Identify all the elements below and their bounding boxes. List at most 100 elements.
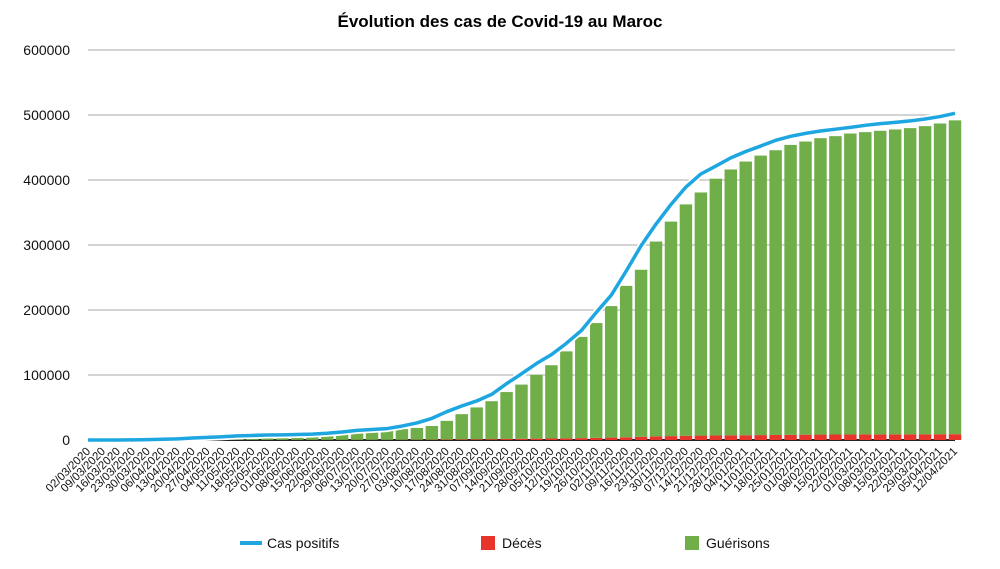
lines — [87, 109, 956, 444]
bar-deces — [918, 434, 932, 440]
legend-label-guerisons: Guérisons — [706, 535, 770, 551]
bar-guerisons — [649, 241, 663, 437]
legend: Cas positifs Décès Guérisons — [240, 535, 770, 551]
bar-guerisons — [888, 129, 902, 435]
y-tick-label: 500000 — [23, 107, 70, 123]
legend-swatch-guerisons — [685, 536, 699, 550]
bar-deces — [948, 434, 962, 440]
bar-guerisons — [380, 430, 394, 440]
bar-guerisons — [604, 306, 618, 438]
bar-guerisons — [933, 123, 947, 435]
bar-deces — [470, 439, 483, 440]
y-tick-label: 100000 — [23, 367, 70, 383]
bar-deces — [664, 436, 678, 440]
legend-item-deces: Décès — [481, 535, 542, 551]
bar-deces — [590, 437, 603, 440]
bar-guerisons — [515, 384, 528, 439]
bar-guerisons — [874, 130, 887, 435]
bar-guerisons — [694, 192, 708, 436]
bar-guerisons — [455, 414, 468, 440]
bar-guerisons — [530, 374, 543, 439]
bar-deces — [709, 435, 723, 440]
bar-guerisons — [948, 120, 962, 435]
bar-deces — [739, 435, 752, 440]
bar-guerisons — [410, 427, 424, 440]
y-tick-label: 0 — [62, 432, 70, 448]
bar-deces — [604, 437, 618, 440]
legend-label-deces: Décès — [502, 535, 542, 551]
bar-deces — [799, 434, 812, 440]
bar-deces — [754, 435, 767, 440]
bar-deces — [814, 434, 827, 440]
y-tick-label: 300000 — [23, 237, 70, 253]
bar-deces — [724, 435, 737, 440]
bar-deces — [874, 434, 887, 440]
bar-guerisons — [365, 431, 379, 440]
legend-swatch-deces — [481, 536, 495, 550]
bar-deces — [903, 434, 917, 440]
bar-deces — [649, 436, 663, 440]
bar-deces — [933, 434, 947, 440]
bar-guerisons — [545, 365, 558, 439]
bar-guerisons — [814, 138, 827, 435]
y-axis-ticks: 0 100000 200000 300000 400000 500000 600000 — [23, 42, 70, 448]
bar-guerisons — [754, 155, 767, 436]
line-cas-positifs — [87, 111, 956, 442]
y-tick-label: 400000 — [23, 172, 70, 188]
bar-deces — [694, 435, 708, 440]
bar-guerisons — [500, 392, 513, 439]
bar-deces — [829, 434, 842, 440]
bar-guerisons — [784, 144, 797, 435]
bar-deces — [769, 434, 782, 440]
bar-guerisons — [829, 136, 842, 435]
bar-deces — [545, 438, 558, 440]
y-tick-label: 600000 — [23, 42, 70, 58]
bar-guerisons — [664, 221, 678, 437]
bar-guerisons — [679, 204, 693, 436]
bar-deces — [679, 435, 693, 440]
legend-item-guerisons: Guérisons — [685, 535, 770, 551]
bar-guerisons — [844, 133, 857, 435]
bars — [111, 120, 962, 440]
bar-guerisons — [619, 285, 633, 438]
bar-guerisons — [709, 178, 723, 436]
bar-guerisons — [560, 351, 573, 439]
legend-item-cas-positifs: Cas positifs — [240, 535, 339, 551]
bar-guerisons — [575, 336, 588, 439]
bar-guerisons — [350, 432, 364, 440]
bar-deces — [455, 439, 468, 440]
bar-deces — [634, 436, 648, 440]
bar-deces — [619, 437, 633, 440]
bar-guerisons — [320, 434, 334, 440]
bar-guerisons — [918, 126, 932, 435]
x-axis-ticks: 02/03/202009/03/202016/03/202023/03/2020… — [44, 446, 960, 495]
y-tick-label: 200000 — [23, 302, 70, 318]
bar-deces — [500, 438, 513, 440]
bar-guerisons — [769, 150, 782, 435]
bar-guerisons — [634, 269, 648, 437]
bar-guerisons — [859, 132, 872, 435]
legend-label-cas-positifs: Cas positifs — [267, 535, 339, 551]
bar-guerisons — [440, 420, 453, 440]
bar-guerisons — [724, 169, 737, 436]
bar-deces — [888, 434, 902, 440]
chart-title: Évolution des cas de Covid-19 au Maroc — [338, 12, 663, 31]
bar-guerisons — [903, 128, 917, 435]
bar-deces — [530, 438, 543, 440]
bar-deces — [515, 438, 528, 440]
bar-deces — [560, 438, 573, 440]
bar-deces — [575, 438, 588, 440]
bar-guerisons — [425, 426, 439, 440]
bar-guerisons — [590, 323, 603, 438]
bar-guerisons — [485, 401, 498, 440]
bar-deces — [859, 434, 872, 440]
bar-guerisons — [470, 407, 483, 440]
bar-guerisons — [335, 433, 349, 440]
bar-guerisons — [739, 161, 752, 436]
bar-deces — [485, 439, 498, 440]
bar-deces — [844, 434, 857, 440]
bar-guerisons — [395, 429, 409, 440]
bar-deces — [784, 434, 797, 440]
bar-guerisons — [799, 141, 812, 435]
